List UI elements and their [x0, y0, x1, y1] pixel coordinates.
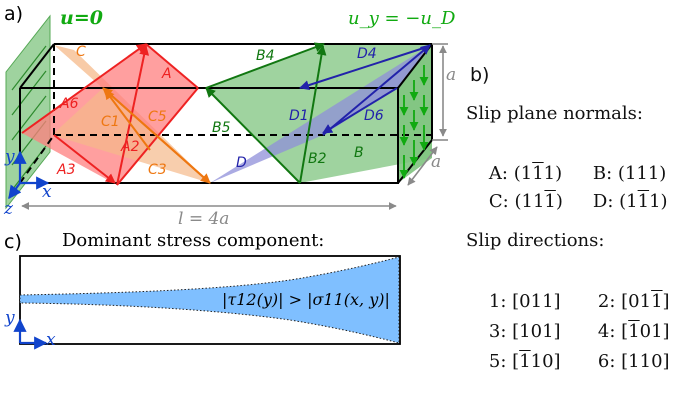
panel-c: c) Dominant stress component: |τ12(y)| >… — [4, 230, 401, 350]
label-C5: C5 — [148, 109, 167, 125]
panel-c-axes — [13, 318, 48, 350]
normal-C: C: (111) — [466, 170, 563, 233]
label-D4: D4 — [357, 46, 377, 62]
direction-6-name: 6: — [597, 351, 616, 372]
stress-region-label: |τ12(y)| > |σ11(x, y)| — [222, 290, 390, 309]
normal-B: B: (111) — [570, 142, 666, 205]
arrow-D1 — [299, 45, 431, 90]
arrow-C5 — [104, 89, 151, 151]
label-B2: B2 — [308, 151, 327, 167]
bc-left-label: u=0 — [60, 7, 103, 29]
direction-2: 2: [011] — [575, 270, 670, 333]
normal-C-bar: 1 — [544, 191, 556, 212]
arrow-C1 — [102, 87, 211, 184]
direction-2-name: 2: — [597, 291, 616, 312]
normal-C-vec: (11 — [514, 191, 545, 212]
label-B4: B4 — [256, 48, 275, 64]
direction-2-vec: [01 — [621, 291, 652, 312]
direction-4-end: 01] — [639, 321, 670, 342]
label-B: B — [354, 145, 364, 161]
axis-x-label: x — [42, 182, 52, 202]
direction-4-name: 4: — [597, 321, 616, 342]
direction-3-name: 3: — [488, 321, 507, 342]
label-A2: A2 — [120, 139, 140, 155]
panel-a-label: a) — [4, 3, 23, 25]
panel-b-label: b) — [470, 64, 490, 86]
direction-4-vec: [ — [621, 321, 629, 342]
direction-3: 3: [101] — [466, 300, 561, 363]
normal-A: A: (111) — [466, 142, 562, 205]
direction-5-name: 5: — [488, 351, 507, 372]
arrow-A2 — [116, 45, 150, 186]
arrow-B2 — [299, 45, 327, 184]
label-D: D — [236, 155, 247, 171]
normal-D-bar: 1 — [637, 191, 650, 212]
normals-title: Slip plane normals: — [466, 103, 643, 124]
normal-C-name: C: — [488, 191, 509, 212]
label-D1: D1 — [289, 108, 309, 124]
panel-c-label: c) — [4, 231, 22, 253]
normal-B-name: B: — [592, 163, 613, 184]
direction-5-end: 10] — [530, 351, 561, 372]
length-label: l = 4a — [178, 209, 229, 229]
direction-6-vec: [110] — [621, 351, 670, 372]
normal-D-vec: (1 — [619, 191, 638, 212]
label-C1: C1 — [101, 114, 120, 130]
normal-D-end: 1) — [649, 191, 668, 212]
direction-1-vec: [011] — [512, 291, 561, 312]
plane-B — [206, 44, 432, 183]
slip-arrows-C — [102, 87, 211, 184]
label-D6: D6 — [364, 108, 384, 124]
arrow-D4 — [322, 44, 431, 136]
direction-4: 4: [101] — [575, 300, 670, 363]
panel-a: a) — [3, 3, 456, 229]
direction-1-name: 1: — [488, 291, 507, 312]
slip-arrows-B — [205, 42, 327, 184]
label-C: C — [76, 44, 86, 60]
normal-A-vec: (1 — [513, 163, 533, 184]
direction-4-bar: 1 — [628, 321, 640, 342]
left-boundary-plane — [5, 14, 51, 210]
arrow-A6 — [21, 43, 147, 134]
panel-c-axis-x-label: x — [46, 330, 56, 350]
bc-right-label: u_y = −u_D — [348, 8, 456, 29]
direction-5-bar: 1 — [519, 351, 531, 372]
direction-5: 5: [110] — [466, 330, 561, 393]
arrow-B4 — [205, 42, 325, 89]
direction-6: 6: [110] — [575, 330, 670, 393]
normal-A-bar: 1 — [532, 163, 544, 184]
direction-1: 1: [011] — [466, 270, 561, 333]
stress-region — [19, 256, 400, 344]
normal-D: D: (111) — [570, 170, 668, 233]
normal-A-name: A: — [488, 163, 508, 184]
normal-A-end: 1) — [543, 163, 563, 184]
panel-c-title: Dominant stress component: — [62, 230, 324, 251]
label-C3: C3 — [148, 162, 167, 178]
arrow-A3 — [53, 134, 116, 184]
arrow-B5 — [205, 87, 301, 184]
normal-B-vec: (111) — [617, 163, 667, 184]
arrow-D6 — [322, 87, 398, 134]
axes-triad — [8, 150, 50, 200]
label-A3: A3 — [56, 162, 75, 178]
label-A: A — [161, 66, 172, 82]
direction-2-bar: 1 — [651, 291, 663, 312]
axis-z-label: z — [3, 199, 14, 219]
label-A6: A6 — [59, 96, 79, 112]
depth-label: a — [431, 152, 441, 172]
axis-y-label: y — [4, 147, 15, 167]
figure-canvas: a) — [3, 3, 456, 350]
direction-2-end: ] — [662, 291, 670, 312]
directions-title: Slip directions: — [466, 230, 605, 251]
normal-C-end: ) — [555, 191, 563, 212]
normal-D-name: D: — [592, 191, 614, 212]
label-B5: B5 — [212, 120, 231, 136]
direction-3-vec: [101] — [512, 321, 561, 342]
height-label: a — [446, 65, 456, 85]
slip-arrows-D — [299, 44, 431, 136]
panel-c-axis-y-label: y — [4, 308, 15, 328]
slip-arrows-A — [21, 43, 199, 186]
dimension-lines — [21, 43, 448, 210]
